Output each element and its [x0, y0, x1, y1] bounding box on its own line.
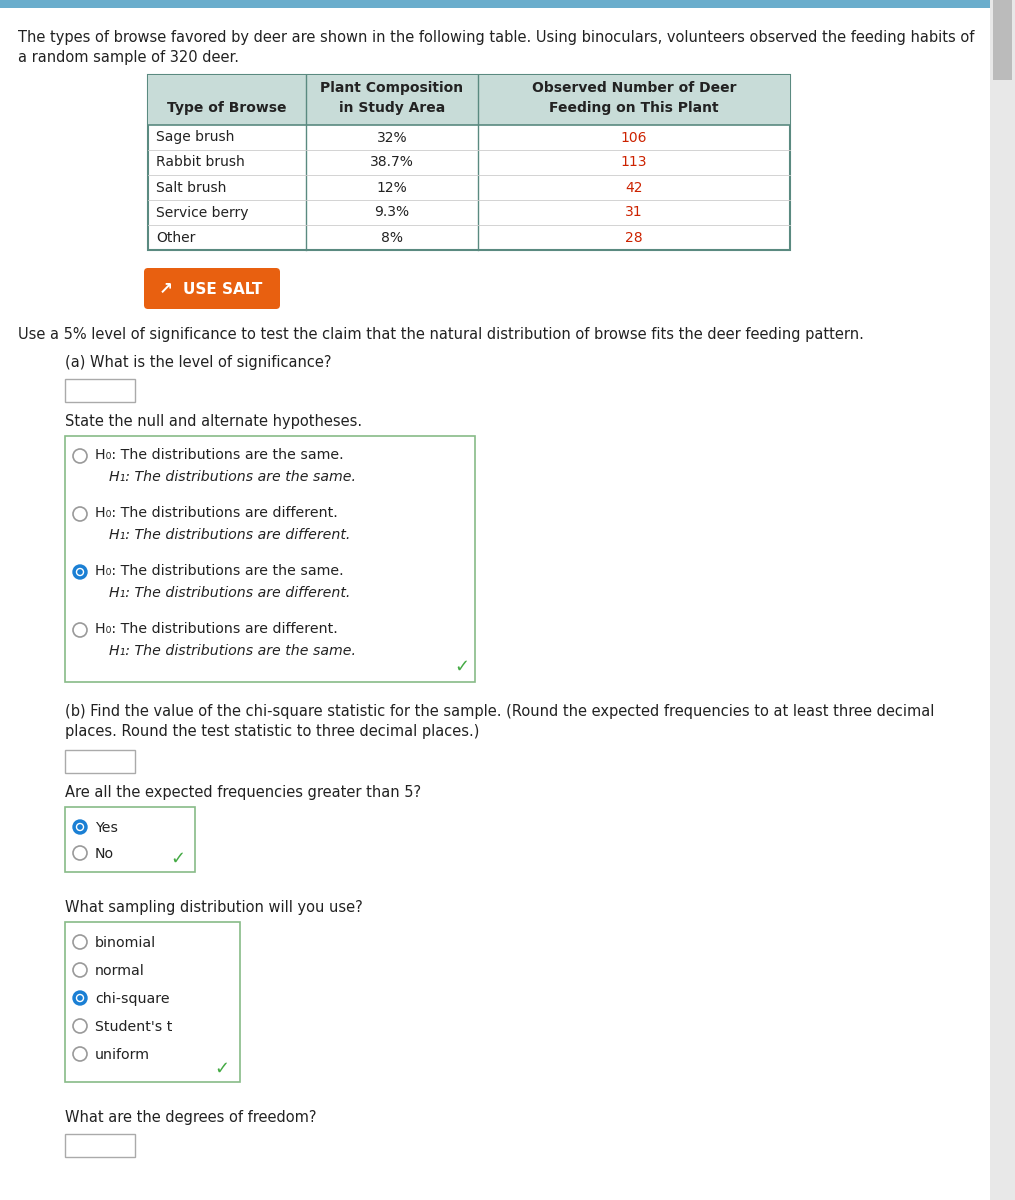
Text: H₀: The distributions are the same.: H₀: The distributions are the same. [95, 564, 344, 578]
Text: H₀: The distributions are different.: H₀: The distributions are different. [95, 506, 338, 520]
FancyBboxPatch shape [65, 806, 195, 872]
FancyBboxPatch shape [0, 0, 990, 1200]
FancyBboxPatch shape [0, 0, 990, 8]
Text: 8%: 8% [381, 230, 403, 245]
Circle shape [76, 995, 83, 1002]
Text: State the null and alternate hypotheses.: State the null and alternate hypotheses. [65, 414, 362, 428]
Text: ↗: ↗ [159, 280, 173, 298]
FancyBboxPatch shape [148, 74, 790, 250]
Text: What are the degrees of freedom?: What are the degrees of freedom? [65, 1110, 317, 1126]
Circle shape [78, 824, 82, 829]
Circle shape [73, 846, 87, 860]
Text: 28: 28 [625, 230, 642, 245]
Text: 12%: 12% [377, 180, 407, 194]
Text: (b) Find the value of the chi-square statistic for the sample. (Round the expect: (b) Find the value of the chi-square sta… [65, 704, 935, 719]
Text: 113: 113 [621, 156, 648, 169]
Text: Student's t: Student's t [95, 1020, 173, 1034]
Circle shape [76, 823, 83, 830]
Circle shape [73, 935, 87, 949]
Circle shape [73, 991, 87, 1006]
Text: No: No [95, 847, 114, 862]
FancyBboxPatch shape [65, 379, 135, 402]
Text: The types of browse favored by deer are shown in the following table. Using bino: The types of browse favored by deer are … [18, 30, 974, 44]
Text: 38.7%: 38.7% [370, 156, 414, 169]
FancyBboxPatch shape [65, 436, 475, 682]
Text: Use a 5% level of significance to test the claim that the natural distribution o: Use a 5% level of significance to test t… [18, 326, 864, 342]
Text: ✓: ✓ [171, 850, 186, 868]
FancyBboxPatch shape [990, 0, 1015, 1200]
Text: 31: 31 [625, 205, 642, 220]
FancyBboxPatch shape [993, 0, 1012, 80]
Text: Type of Browse: Type of Browse [167, 101, 287, 115]
Circle shape [73, 449, 87, 463]
Text: H₀: The distributions are the same.: H₀: The distributions are the same. [95, 448, 344, 462]
Circle shape [73, 1046, 87, 1061]
Text: 42: 42 [625, 180, 642, 194]
Text: Are all the expected frequencies greater than 5?: Are all the expected frequencies greater… [65, 785, 421, 800]
Text: places. Round the test statistic to three decimal places.): places. Round the test statistic to thre… [65, 724, 479, 739]
Circle shape [78, 570, 82, 574]
Circle shape [73, 962, 87, 977]
FancyBboxPatch shape [65, 750, 135, 773]
Text: Feeding on This Plant: Feeding on This Plant [549, 101, 719, 115]
Text: (a) What is the level of significance?: (a) What is the level of significance? [65, 355, 332, 370]
Text: Sage brush: Sage brush [156, 131, 234, 144]
Text: What sampling distribution will you use?: What sampling distribution will you use? [65, 900, 362, 914]
Text: Other: Other [156, 230, 195, 245]
Text: Rabbit brush: Rabbit brush [156, 156, 245, 169]
Text: Plant Composition: Plant Composition [321, 80, 464, 95]
FancyBboxPatch shape [144, 268, 280, 308]
Text: 106: 106 [621, 131, 648, 144]
FancyBboxPatch shape [65, 1134, 135, 1157]
Text: uniform: uniform [95, 1048, 150, 1062]
Text: Observed Number of Deer: Observed Number of Deer [532, 80, 736, 95]
Circle shape [73, 565, 87, 578]
Text: ✓: ✓ [455, 658, 470, 676]
Text: 32%: 32% [377, 131, 407, 144]
Text: H₁: The distributions are the same.: H₁: The distributions are the same. [109, 644, 356, 658]
Circle shape [73, 506, 87, 521]
Text: Service berry: Service berry [156, 205, 249, 220]
Text: Yes: Yes [95, 821, 118, 835]
Text: 9.3%: 9.3% [375, 205, 410, 220]
Circle shape [73, 1019, 87, 1033]
Text: USE SALT: USE SALT [184, 282, 263, 296]
FancyBboxPatch shape [65, 922, 240, 1082]
Text: a random sample of 320 deer.: a random sample of 320 deer. [18, 50, 239, 65]
Circle shape [73, 623, 87, 637]
Text: Salt brush: Salt brush [156, 180, 226, 194]
Text: ✓: ✓ [214, 1060, 229, 1078]
Text: chi-square: chi-square [95, 992, 170, 1006]
Text: binomial: binomial [95, 936, 156, 950]
Circle shape [73, 820, 87, 834]
Text: normal: normal [95, 964, 145, 978]
FancyBboxPatch shape [148, 74, 790, 125]
Text: H₁: The distributions are different.: H₁: The distributions are different. [109, 528, 350, 542]
Circle shape [78, 996, 82, 1000]
Text: in Study Area: in Study Area [339, 101, 446, 115]
Circle shape [76, 569, 83, 576]
Text: H₁: The distributions are different.: H₁: The distributions are different. [109, 586, 350, 600]
Text: H₀: The distributions are different.: H₀: The distributions are different. [95, 622, 338, 636]
Text: H₁: The distributions are the same.: H₁: The distributions are the same. [109, 470, 356, 484]
